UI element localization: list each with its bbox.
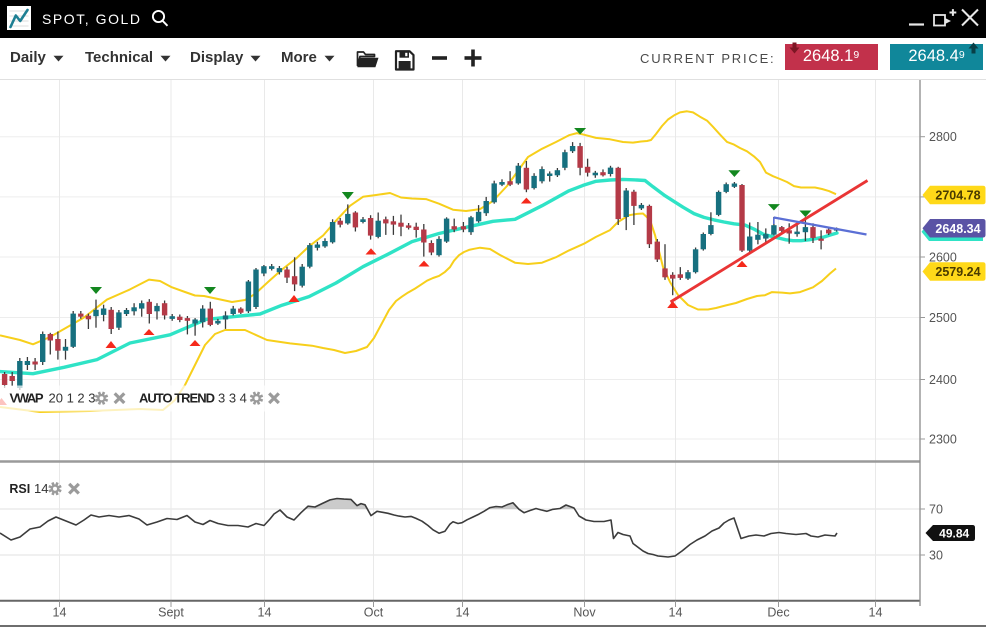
svg-text:3 3 4: 3 3 4 bbox=[218, 391, 247, 406]
svg-text:70: 70 bbox=[929, 503, 943, 517]
svg-text:14: 14 bbox=[258, 606, 272, 620]
svg-text:RSI: RSI bbox=[9, 482, 30, 496]
svg-text:2579.24: 2579.24 bbox=[935, 265, 980, 279]
svg-text:2648.34: 2648.34 bbox=[935, 222, 980, 236]
svg-text:30: 30 bbox=[929, 549, 943, 563]
svg-text:2300: 2300 bbox=[929, 433, 957, 447]
svg-text:2500: 2500 bbox=[929, 311, 957, 325]
svg-text:2600: 2600 bbox=[929, 251, 957, 265]
svg-text:2704.78: 2704.78 bbox=[935, 189, 980, 203]
svg-text:14: 14 bbox=[456, 606, 470, 620]
svg-text:Nov: Nov bbox=[573, 606, 596, 620]
svg-text:49.84: 49.84 bbox=[939, 527, 969, 541]
svg-text:Sept: Sept bbox=[158, 606, 184, 620]
svg-text:14: 14 bbox=[34, 481, 48, 496]
svg-text:Dec: Dec bbox=[767, 606, 789, 620]
svg-text:14: 14 bbox=[53, 606, 67, 620]
svg-text:VWAP: VWAP bbox=[10, 391, 44, 406]
svg-text:20 1 2 3: 20 1 2 3 bbox=[49, 391, 96, 406]
svg-text:2400: 2400 bbox=[929, 373, 957, 387]
svg-text:Oct: Oct bbox=[364, 606, 384, 620]
svg-text:14: 14 bbox=[869, 606, 883, 620]
svg-text:14: 14 bbox=[669, 606, 683, 620]
svg-text:2800: 2800 bbox=[929, 130, 957, 144]
svg-text:AUTO TREND: AUTO TREND bbox=[139, 391, 215, 406]
